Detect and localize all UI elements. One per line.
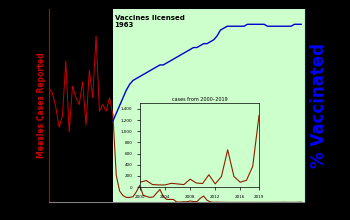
Text: Vaccines licensed
1963: Vaccines licensed 1963 — [114, 15, 184, 28]
Bar — [113, 9, 304, 202]
Y-axis label: % Vaccinated: % Vaccinated — [310, 43, 328, 168]
Title: cases from 2000–2019: cases from 2000–2019 — [172, 97, 227, 102]
Y-axis label: Measles Cases Reported: Measles Cases Reported — [37, 53, 46, 158]
